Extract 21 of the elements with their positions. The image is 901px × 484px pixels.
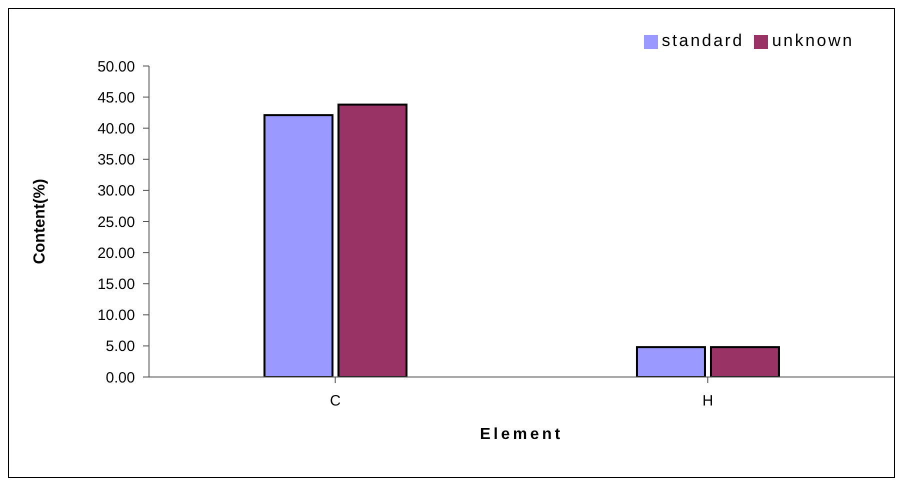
y-axis-title: Content(%) [32, 178, 49, 264]
y-tick-label: 0.00 [106, 369, 135, 386]
bar [263, 114, 334, 377]
y-tick-label: 50.00 [97, 58, 135, 76]
y-tick-label: 35.00 [97, 152, 135, 169]
y-tick-label: 20.00 [97, 244, 135, 262]
legend-label: unknown [772, 31, 854, 50]
y-tick-label: 45.00 [97, 89, 135, 106]
y-tick-label: 15.00 [97, 276, 135, 294]
x-tick-label: C [330, 392, 341, 410]
bar [636, 346, 706, 377]
bar [337, 104, 408, 377]
y-tick-label: 30.00 [97, 182, 135, 200]
bar [710, 346, 780, 377]
legend-label: standard [662, 31, 744, 50]
y-tick-label: 40.00 [97, 120, 135, 138]
y-tick-label: 5.00 [106, 338, 135, 356]
y-tick-label: 10.00 [97, 307, 135, 324]
y-tick-label: 25.00 [97, 214, 135, 231]
x-tick-label: H [702, 392, 714, 410]
x-axis-title: Element [480, 426, 564, 443]
